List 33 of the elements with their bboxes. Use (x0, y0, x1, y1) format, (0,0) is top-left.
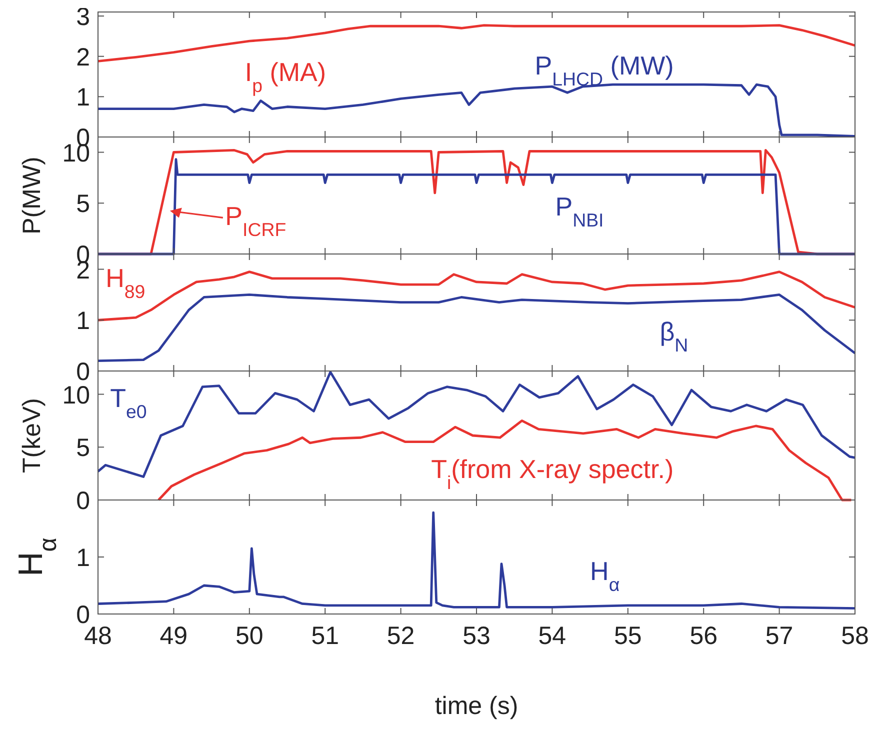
x-axis-title: time (s) (434, 692, 518, 720)
x-tick-label: 53 (462, 622, 490, 650)
series-label: H$_{89}$ (106, 262, 146, 302)
y-tick-label: 5 (76, 434, 90, 462)
x-tick-label: 56 (690, 622, 718, 650)
x-tick-label: 49 (160, 622, 188, 650)
x-tick-label: 50 (235, 622, 264, 650)
series-label: P$_{NBI}$ (555, 191, 604, 230)
x-tick-label: 55 (614, 622, 642, 650)
series-label: H$_{α}$ (590, 556, 620, 594)
y-tick-label: 0 (76, 487, 90, 515)
x-tick-label: 58 (841, 622, 869, 650)
line-series (96, 511, 856, 610)
y-tick-label: 1 (76, 544, 90, 572)
y-axis-title: T(keV) (18, 398, 46, 473)
x-tick-label: 51 (311, 622, 340, 650)
y-axis-title: P(MW) (18, 156, 46, 234)
series-label: T$_{i}$(from X-ray spectr.) (431, 454, 674, 493)
y-tick-label: 5 (76, 190, 90, 218)
line-series (157, 419, 852, 502)
legend-label: P$_{ICRF}$ (225, 200, 286, 240)
series-label: β$_{N}$ (660, 316, 688, 356)
series-label: T$_{e0}$ (110, 383, 147, 422)
x-tick-label: 54 (538, 622, 566, 650)
series-label: P$_{LHCD}$ (MW) (534, 50, 674, 89)
x-tick-label: 57 (765, 622, 794, 650)
y-tick-label: 1 (76, 307, 90, 336)
y-tick-label: 2 (76, 43, 90, 72)
line-series (96, 270, 856, 322)
y-tick-label: 1 (76, 84, 90, 112)
series-label: I$_{p}$ (MA) (244, 56, 326, 96)
y-tick-label: 3 (76, 3, 90, 32)
x-tick-label: 52 (386, 622, 415, 650)
